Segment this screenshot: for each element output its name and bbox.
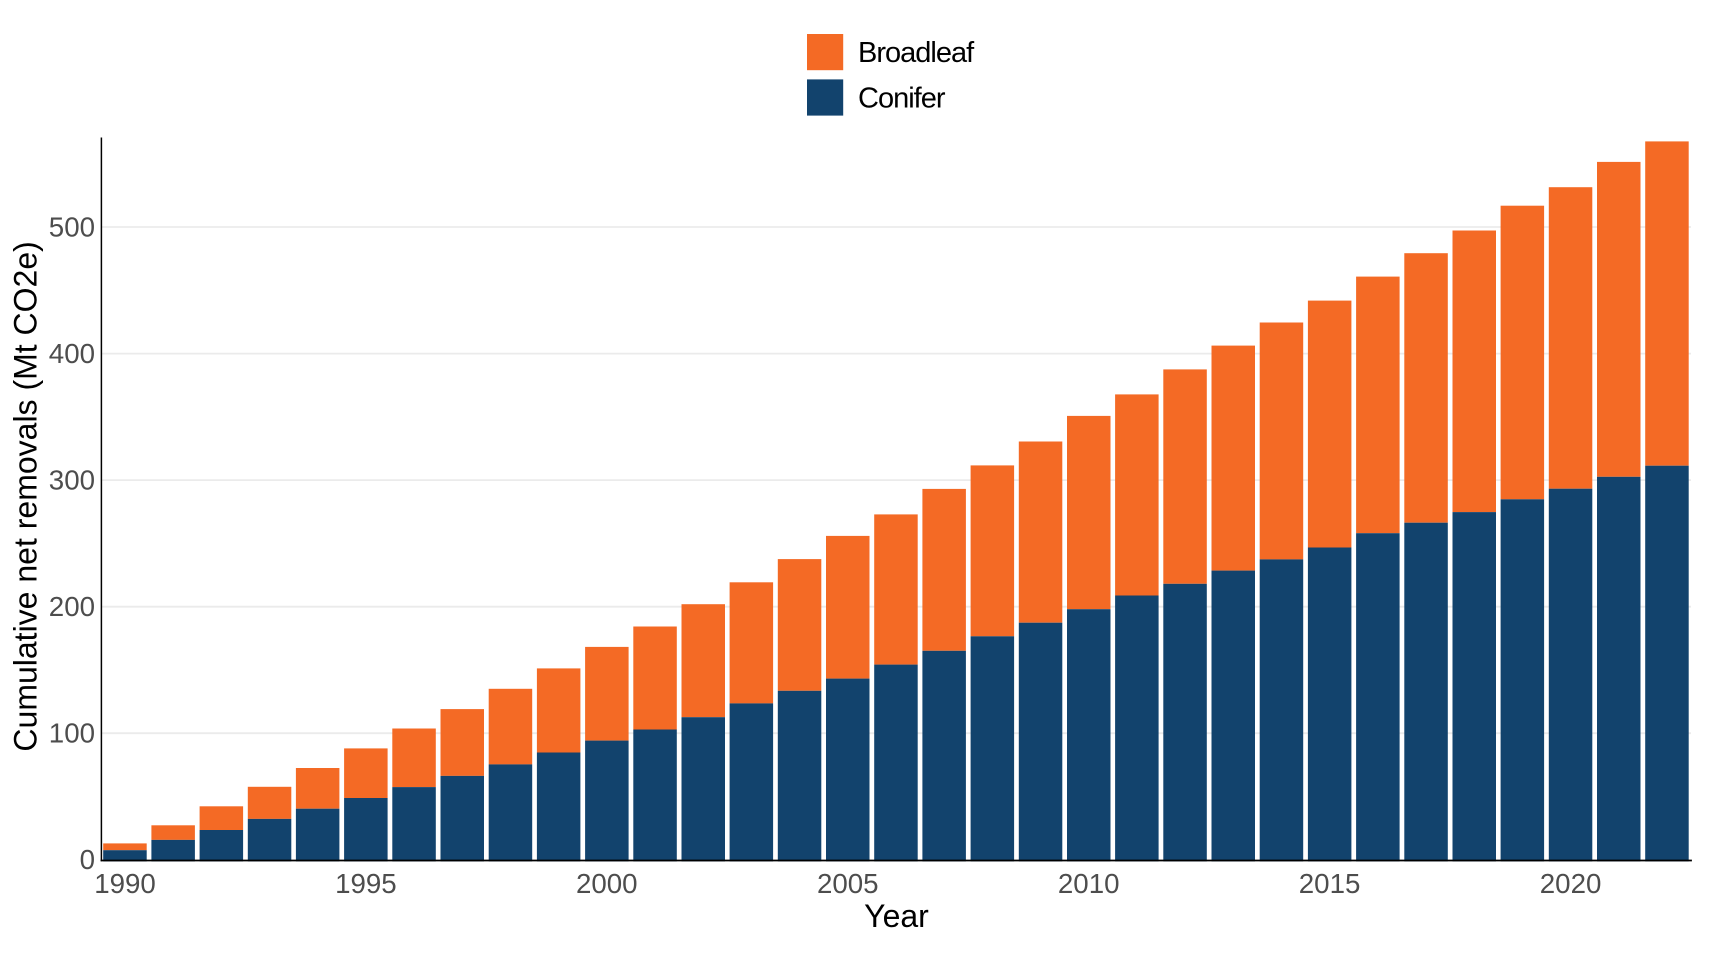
svg-text:1990: 1990 xyxy=(94,868,156,899)
svg-text:2020: 2020 xyxy=(1540,868,1602,899)
svg-text:2000: 2000 xyxy=(576,868,638,899)
svg-text:0: 0 xyxy=(80,844,95,875)
svg-text:Conifer: Conifer xyxy=(858,83,946,115)
svg-text:Year: Year xyxy=(864,898,929,934)
svg-text:400: 400 xyxy=(49,338,95,369)
svg-text:2010: 2010 xyxy=(1058,868,1120,899)
svg-text:200: 200 xyxy=(49,591,95,622)
svg-text:Cumulative net removals (Mt CO: Cumulative net removals (Mt CO2e) xyxy=(8,241,44,751)
svg-text:Broadleaf: Broadleaf xyxy=(858,37,975,69)
svg-text:500: 500 xyxy=(49,211,95,242)
svg-text:1995: 1995 xyxy=(335,868,397,899)
svg-text:2005: 2005 xyxy=(817,868,879,899)
svg-text:300: 300 xyxy=(49,464,95,495)
svg-text:2015: 2015 xyxy=(1299,868,1361,899)
svg-text:100: 100 xyxy=(49,718,95,749)
